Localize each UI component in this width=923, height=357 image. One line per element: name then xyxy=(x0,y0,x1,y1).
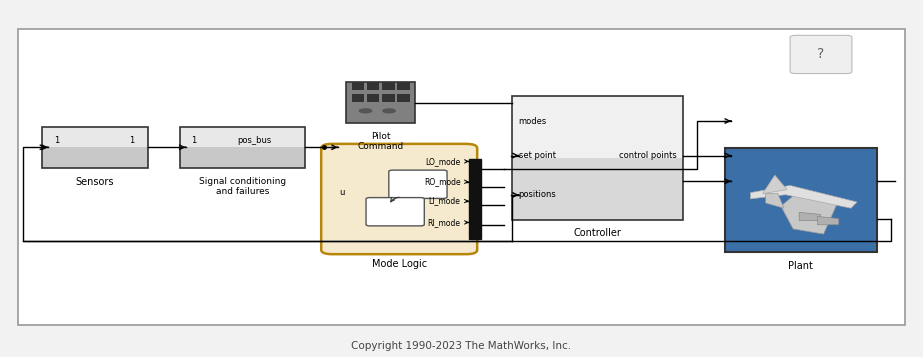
Text: RO_mode: RO_mode xyxy=(424,177,461,186)
Bar xyxy=(367,94,379,102)
Bar xyxy=(352,94,364,102)
Bar xyxy=(469,159,481,239)
Text: Mode Logic: Mode Logic xyxy=(372,259,426,269)
Bar xyxy=(180,127,305,147)
Bar xyxy=(512,158,683,220)
Text: positions: positions xyxy=(519,190,557,200)
Bar xyxy=(180,127,305,168)
Bar xyxy=(42,127,148,168)
Text: RI_mode: RI_mode xyxy=(427,218,461,227)
Bar xyxy=(512,96,683,158)
Polygon shape xyxy=(818,216,839,225)
Text: 1: 1 xyxy=(54,136,60,146)
Text: ?: ? xyxy=(818,47,824,61)
Text: Controller: Controller xyxy=(574,228,621,238)
Bar xyxy=(382,94,395,102)
Bar xyxy=(42,147,148,168)
FancyBboxPatch shape xyxy=(790,35,852,74)
Text: modes: modes xyxy=(519,116,547,126)
FancyBboxPatch shape xyxy=(389,170,447,198)
Bar xyxy=(512,96,683,220)
Bar xyxy=(725,148,877,252)
Text: LO_mode: LO_mode xyxy=(426,157,461,166)
Text: Pilot
Command: Pilot Command xyxy=(357,132,404,151)
Bar xyxy=(42,127,148,147)
Text: pos_bus: pos_bus xyxy=(237,136,272,146)
Text: set point: set point xyxy=(519,151,556,160)
Bar xyxy=(397,82,410,90)
FancyBboxPatch shape xyxy=(366,198,425,226)
Bar xyxy=(18,29,905,325)
Text: Copyright 1990-2023 The MathWorks, Inc.: Copyright 1990-2023 The MathWorks, Inc. xyxy=(352,341,571,351)
Bar xyxy=(346,82,415,123)
Bar xyxy=(180,147,305,168)
Polygon shape xyxy=(799,212,821,221)
Polygon shape xyxy=(762,175,787,194)
Polygon shape xyxy=(750,185,857,208)
Text: LI_mode: LI_mode xyxy=(428,197,461,206)
Text: control points: control points xyxy=(618,151,677,160)
Text: 1: 1 xyxy=(191,136,197,146)
Text: u: u xyxy=(340,188,345,197)
Text: 1: 1 xyxy=(129,136,135,146)
Text: Plant: Plant xyxy=(788,261,813,271)
Bar xyxy=(352,82,364,90)
Circle shape xyxy=(382,108,396,114)
Polygon shape xyxy=(766,194,784,208)
Text: Sensors: Sensors xyxy=(76,177,114,187)
Bar xyxy=(397,94,410,102)
Bar xyxy=(382,82,395,90)
FancyBboxPatch shape xyxy=(321,144,477,254)
Polygon shape xyxy=(781,190,839,234)
Bar xyxy=(367,82,379,90)
Circle shape xyxy=(358,108,373,114)
Text: Signal conditioning
and failures: Signal conditioning and failures xyxy=(198,177,286,196)
